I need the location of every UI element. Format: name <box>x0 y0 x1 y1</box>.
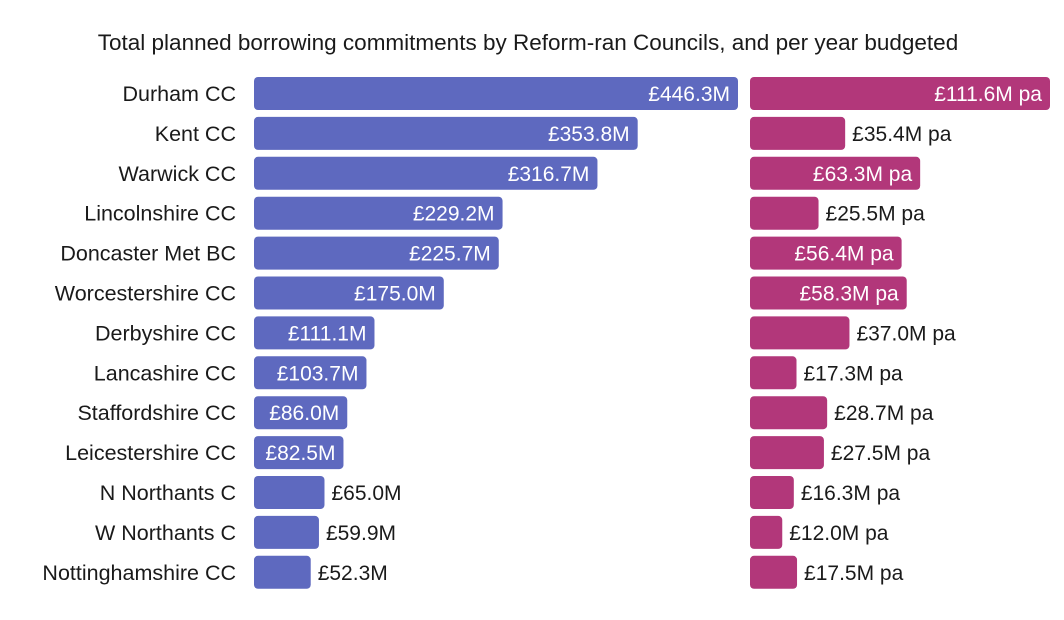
per-year-label-kent-cc: £35.4M pa <box>852 123 952 146</box>
per-year-label-n-northants-c: £16.3M pa <box>801 482 901 505</box>
per-year-bar-worcestershire-cc <box>750 276 907 310</box>
total-label-nottinghamshire-cc: £52.3M <box>318 562 388 585</box>
total-bar-w-northants-c <box>254 515 319 549</box>
per-year-label-durham-cc: £111.6M pa <box>934 83 1042 106</box>
total-label-durham-cc: £446.3M <box>648 83 730 106</box>
total-label-lancashire-cc: £103.7M <box>277 362 359 385</box>
total-label-lincolnshire-cc: £229.2M <box>413 203 495 226</box>
category-label-lincolnshire-cc: Lincolnshire CC <box>84 202 236 226</box>
per-year-label-lancashire-cc: £17.3M pa <box>804 362 904 385</box>
category-label-worcestershire-cc: Worcestershire CC <box>55 282 236 306</box>
category-labels: Durham CC Kent CC Warwick CC Lincolnshire C… <box>42 82 236 585</box>
total-label-w-northants-c: £59.9M <box>326 522 396 545</box>
per-year-label-staffordshire-cc: £28.7M pa <box>834 402 934 425</box>
per-year-label-doncaster-met-bc: £56.4M pa <box>794 243 894 266</box>
total-label-n-northants-c: £65.0M <box>331 482 401 505</box>
per-year-label-lincolnshire-cc: £25.5M pa <box>826 203 926 226</box>
total-label-doncaster-met-bc: £225.7M <box>409 243 491 266</box>
category-label-lancashire-cc: Lancashire CC <box>94 361 236 385</box>
total-bar-lincolnshire-cc <box>254 196 503 230</box>
total-bar-derbyshire-cc <box>254 316 375 350</box>
per-year-bar-n-northants-c <box>750 476 794 509</box>
per-year-label-warwick-cc: £63.3M pa <box>813 163 913 186</box>
per-year-bar-staffordshire-cc <box>750 396 828 430</box>
per-year-bar-nottinghamshire-cc <box>750 555 798 589</box>
per-year-label-worcestershire-cc: £58.3M pa <box>799 283 899 306</box>
total-label-kent-cc: £353.8M <box>548 123 630 146</box>
per-year-label-w-northants-c: £12.0M pa <box>789 522 889 545</box>
per-year-bar-warwick-cc <box>750 156 921 190</box>
category-label-derbyshire-cc: Derbyshire CC <box>95 321 236 345</box>
category-label-w-northants-c: W Northants C <box>95 521 236 545</box>
total-bar-doncaster-met-bc <box>254 236 499 270</box>
total-label-warwick-cc: £316.7M <box>508 163 590 186</box>
per-year-bar-kent-cc <box>750 116 846 150</box>
total-bar-lancashire-cc <box>254 356 367 390</box>
per-year-bar-w-northants-c <box>750 515 783 549</box>
total-bar-nottinghamshire-cc <box>254 555 311 589</box>
total-bar-n-northants-c <box>254 476 325 509</box>
total-bar-staffordshire-cc <box>254 396 348 430</box>
total-bar-warwick-cc <box>254 156 598 190</box>
chart-title: Total planned borrowing commitments by R… <box>98 30 958 55</box>
category-label-staffordshire-cc: Staffordshire CC <box>77 401 236 425</box>
category-label-warwick-cc: Warwick CC <box>119 162 236 186</box>
total-borrowing-series: £446.3M £353.8M £316.7M £229.2M £225.7M £175.… <box>254 77 738 589</box>
category-label-doncaster-met-bc: Doncaster Met BC <box>60 242 236 266</box>
per-year-series: £111.6M pa £35.4M pa £63.3M pa £25.5M pa £56… <box>750 77 1050 589</box>
per-year-bar-lancashire-cc <box>750 356 797 390</box>
total-bar-worcestershire-cc <box>254 276 444 310</box>
total-label-worcestershire-cc: £175.0M <box>354 283 436 306</box>
per-year-bar-doncaster-met-bc <box>750 236 902 270</box>
total-label-leicestershire-cc: £82.5M <box>265 442 335 465</box>
per-year-label-derbyshire-cc: £37.0M pa <box>856 322 956 345</box>
per-year-bar-derbyshire-cc <box>750 316 850 350</box>
category-label-n-northants-c: N Northants C <box>100 481 236 505</box>
category-label-durham-cc: Durham CC <box>123 82 237 106</box>
total-label-derbyshire-cc: £111.1M <box>288 322 367 345</box>
category-label-nottinghamshire-cc: Nottinghamshire CC <box>42 561 236 585</box>
total-bar-kent-cc <box>254 116 638 150</box>
per-year-label-nottinghamshire-cc: £17.5M pa <box>804 562 904 585</box>
per-year-bar-durham-cc <box>750 77 1050 110</box>
per-year-label-leicestershire-cc: £27.5M pa <box>831 442 931 465</box>
total-bar-leicestershire-cc <box>254 436 344 470</box>
category-label-kent-cc: Kent CC <box>155 122 236 146</box>
category-label-leicestershire-cc: Leicestershire CC <box>65 441 236 465</box>
total-bar-durham-cc <box>254 77 738 110</box>
total-label-staffordshire-cc: £86.0M <box>269 402 339 425</box>
per-year-bar-leicestershire-cc <box>750 436 824 470</box>
per-year-bar-lincolnshire-cc <box>750 196 819 230</box>
